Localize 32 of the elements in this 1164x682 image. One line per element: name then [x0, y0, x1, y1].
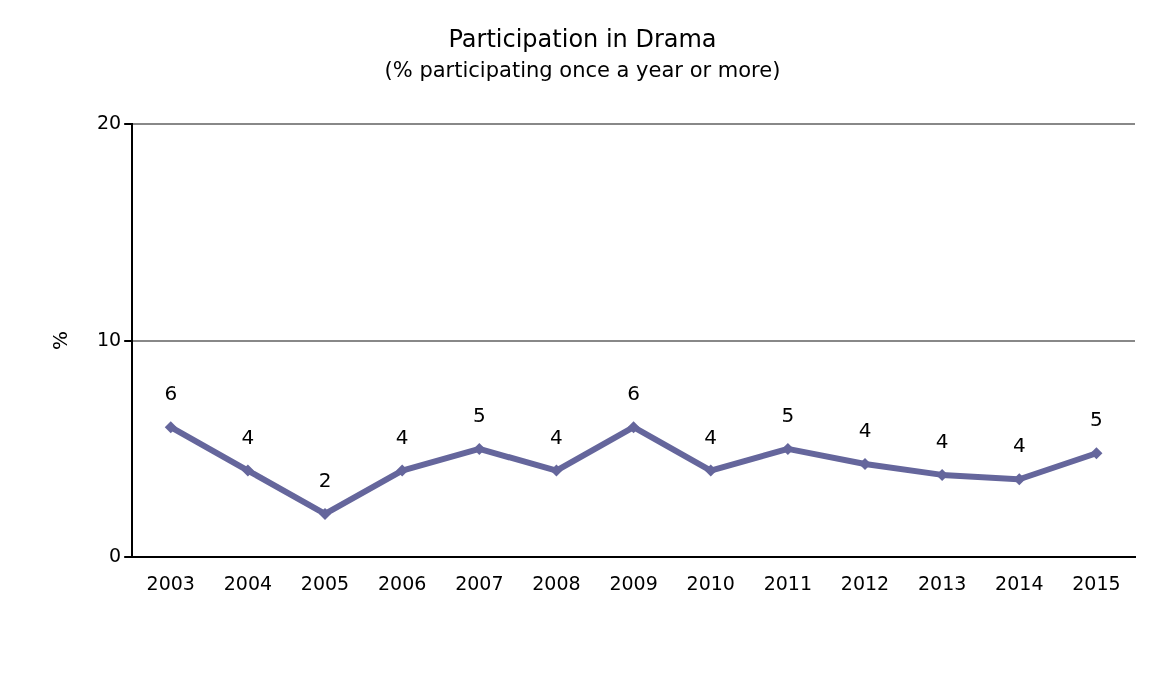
data-label: 4 [1012, 433, 1026, 458]
data-label: 6 [627, 381, 640, 406]
x-tick-label: 2009 [609, 571, 658, 594]
chart-title: Participation in Drama [448, 24, 717, 53]
x-tick-label: 2007 [455, 571, 504, 594]
y-tick-label: 20 [96, 110, 122, 133]
data-label: 4 [241, 424, 255, 449]
data-label: 4 [550, 424, 563, 449]
x-tick-label: 2006 [377, 571, 427, 594]
y-tick-label: 0 [109, 544, 122, 567]
x-tick-label: 2011 [763, 571, 813, 594]
y-tick-label: 10 [96, 327, 122, 350]
data-label: 5 [1090, 407, 1103, 432]
data-label: 5 [472, 403, 486, 428]
x-tick-label: 2015 [1072, 571, 1121, 594]
data-label: 2 [318, 468, 332, 493]
data-label: 6 [164, 381, 178, 406]
data-label: 5 [781, 403, 795, 428]
data-label: 4 [858, 418, 872, 443]
data-label: 4 [395, 424, 409, 449]
chart-subtitle: (% participating once a year or more) [384, 57, 781, 82]
x-tick-label: 2013 [917, 571, 967, 594]
x-tick-label: 2003 [146, 571, 195, 594]
x-tick-label: 2014 [995, 571, 1044, 594]
data-label: 4 [935, 429, 949, 454]
x-tick-label: 2005 [300, 571, 350, 594]
x-tick-label: 2012 [840, 571, 890, 594]
x-tick-label: 2008 [532, 571, 581, 594]
y-axis-title: % [48, 331, 73, 351]
data-label: 4 [704, 424, 718, 449]
x-tick-label: 2010 [686, 571, 735, 594]
x-tick-label: 2004 [223, 571, 273, 594]
